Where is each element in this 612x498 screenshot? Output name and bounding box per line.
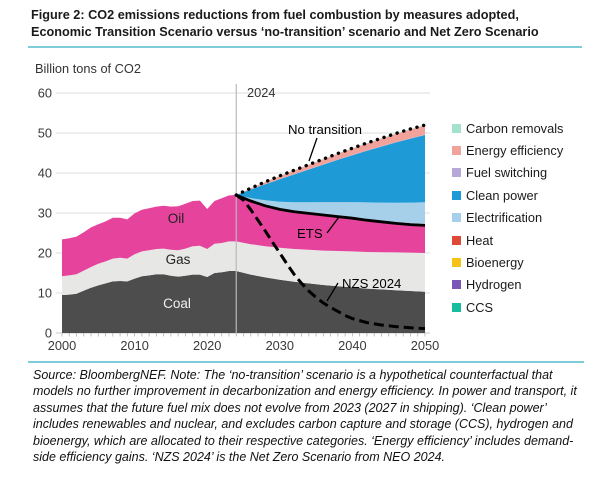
x-tick-label: 2020 — [193, 338, 221, 353]
figure-title-line2: Economic Transition Scenario versus ‘no-… — [31, 25, 539, 39]
source-note: Source: BloombergNEF. Note: The ‘no-tran… — [33, 368, 577, 465]
legend-swatch-icon — [452, 146, 461, 156]
legend-label: Hydrogen — [466, 277, 522, 293]
y-tick-label: 40 — [38, 166, 52, 181]
legend-swatch-icon — [452, 235, 461, 245]
legend-swatch-icon — [452, 258, 461, 268]
area-energy-efficiency — [236, 125, 425, 195]
y-tick-label: 0 — [45, 326, 52, 341]
gas-area-label: Gas — [166, 252, 191, 267]
emissions-area-chart: Oil Gas Coal 2024 No transition ETS NZS 2024 20… — [38, 84, 439, 353]
legend-label: Heat — [466, 232, 494, 248]
coal-area-label: Coal — [163, 296, 191, 311]
legend-item-bioenergy: Bioenergy — [452, 251, 563, 273]
y-tick-label: 30 — [38, 206, 52, 221]
legend-swatch-icon — [452, 213, 461, 223]
legend-item-fuel-switching: Fuel switching — [452, 162, 563, 184]
figure-title: Figure 2: CO2 emissions reductions from … — [31, 7, 588, 41]
legend-swatch-icon — [452, 280, 461, 290]
y-tick-label: 50 — [38, 126, 52, 141]
legend-item-hydrogen: Hydrogen — [452, 274, 563, 296]
legend-swatch-icon — [452, 123, 461, 133]
legend-label: Fuel switching — [466, 165, 548, 181]
nzs-leader — [326, 282, 339, 302]
ets-line — [235, 193, 426, 227]
legend-label: Bioenergy — [466, 255, 524, 271]
legend-item-clean-power: Clean power — [452, 184, 563, 206]
ets-leader — [326, 216, 340, 234]
y-axis: 0 10 20 30 40 50 60 — [38, 86, 52, 341]
area-clean-power — [236, 135, 425, 203]
legend-label: Clean power — [466, 187, 538, 203]
area-electrification — [236, 195, 425, 224]
legend-swatch-icon — [452, 168, 461, 178]
nzs-line — [235, 193, 426, 331]
legend-item-ccs: CCS — [452, 296, 563, 318]
legend-label: Electrification — [466, 210, 543, 226]
figure-title-line1: Figure 2: CO2 emissions reductions from … — [31, 8, 519, 22]
divider-2024-label: 2024 — [247, 85, 275, 100]
area-gas — [62, 241, 425, 295]
legend-swatch-icon — [452, 302, 461, 312]
no-transition-label: No transition — [288, 122, 362, 137]
y-tick-label: 60 — [38, 86, 52, 101]
no-transition-line — [234, 123, 427, 197]
x-tick-label: 2010 — [120, 338, 148, 353]
x-tick-label: 2030 — [266, 338, 294, 353]
legend-swatch-icon — [452, 190, 461, 200]
title-divider-rule — [28, 46, 582, 48]
no-transition-leader — [308, 137, 318, 162]
y-axis-title: Billion tons of CO2 — [35, 61, 141, 76]
footnote-divider-rule — [28, 361, 584, 363]
x-tick-label: 2040 — [338, 338, 366, 353]
x-axis: 2000 2010 2020 2030 2040 2050 — [48, 333, 439, 353]
legend-item-carbon-removals: Carbon removals — [452, 117, 563, 139]
y-tick-label: 10 — [38, 286, 52, 301]
ets-label: ETS — [297, 226, 323, 241]
nzs-label: NZS 2024 — [342, 276, 401, 291]
y-tick-label: 20 — [38, 246, 52, 261]
x-tick-label: 2050 — [411, 338, 439, 353]
oil-area-label: Oil — [168, 211, 185, 226]
legend-item-electrification: Electrification — [452, 207, 563, 229]
x-tick-label: 2000 — [48, 338, 76, 353]
chart-legend: Carbon removals Energy efficiency Fuel swi… — [452, 117, 563, 319]
legend-label: Carbon removals — [466, 120, 564, 136]
area-oil — [62, 195, 425, 277]
legend-label: Energy efficiency — [466, 143, 564, 159]
legend-item-energy-efficiency: Energy efficiency — [452, 139, 563, 161]
legend-item-heat: Heat — [452, 229, 563, 251]
legend-label: CCS — [466, 299, 494, 315]
area-coal — [62, 271, 425, 333]
